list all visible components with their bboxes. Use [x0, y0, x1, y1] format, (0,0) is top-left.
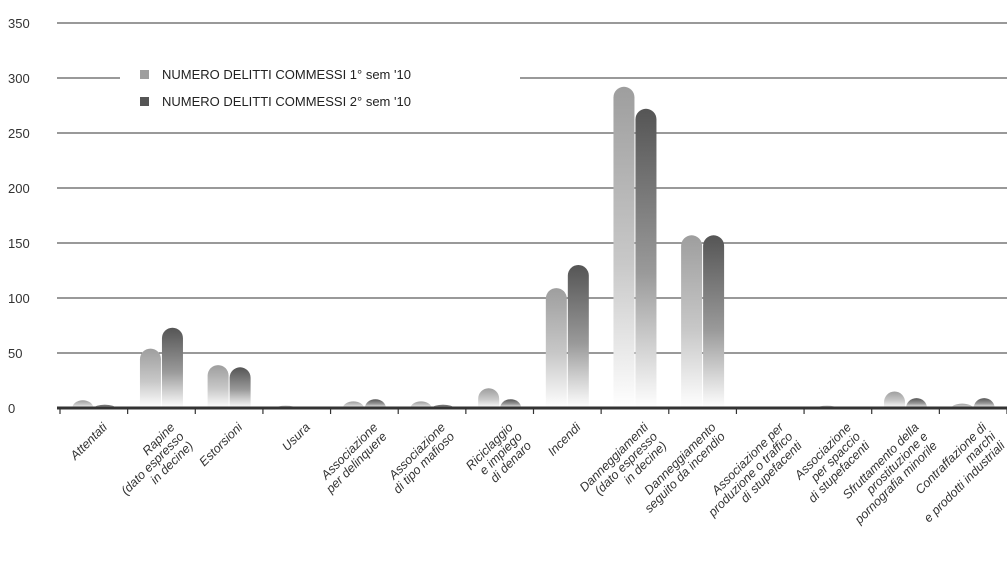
x-category-label: Attentati [67, 419, 111, 463]
x-axis-labels: Attentati Rapine(dato espressoin decine) E… [67, 419, 1007, 527]
x-category-label: Estorsioni [197, 419, 247, 469]
bar-series-1-12 [884, 391, 906, 408]
legend: NUMERO DELITTI COMMESSI 1° sem '10 NUMER… [120, 62, 520, 114]
x-axis [57, 406, 1007, 414]
bar-series-2-13 [973, 398, 995, 408]
y-tick-label: 150 [8, 236, 30, 251]
x-category-label: Incendi [545, 419, 584, 458]
x-category-label: Associazioneper spacciodi stupefacenti [787, 419, 873, 505]
legend-background [120, 62, 520, 114]
bar-series-2-12 [906, 398, 928, 408]
bar-series-2-7 [567, 265, 589, 408]
legend-swatch-series-1 [140, 70, 149, 79]
bar-series-2-4 [364, 399, 386, 408]
bar-series-1-5 [410, 401, 432, 408]
bar-series-1-2 [207, 365, 229, 408]
legend-swatch-series-2 [140, 97, 149, 106]
x-category-label-line: Estorsioni [197, 419, 247, 469]
bar-series-1-4 [342, 401, 364, 408]
y-axis-ticks: 0 50 100 150 200 250 300 350 [8, 16, 30, 416]
legend-label-series-2: NUMERO DELITTI COMMESSI 2° sem '10 [162, 94, 411, 109]
x-category-label: Associazionedi tipo mafioso [381, 420, 457, 496]
legend-label-series-1: NUMERO DELITTI COMMESSI 1° sem '10 [162, 67, 411, 82]
x-category-label: Riciclaggioe impiegodi denaro [463, 420, 534, 491]
x-category-label-line: Incendi [545, 419, 584, 458]
bar-series-1-1 [139, 348, 161, 408]
y-tick-label: 200 [8, 181, 30, 196]
bar-series-2-6 [500, 399, 522, 408]
bar-series-2-8 [635, 108, 657, 409]
bar-series-1-6 [478, 388, 500, 408]
x-category-label: Associazioneper delinquere [313, 420, 389, 496]
bar-series-1-7 [545, 288, 567, 408]
y-tick-label: 300 [8, 71, 30, 86]
bar-series-2-1 [161, 327, 183, 408]
y-tick-label: 50 [8, 346, 22, 361]
y-tick-label: 250 [8, 126, 30, 141]
bar-series-1-0 [72, 400, 94, 408]
x-category-label: Rapine(dato espressoin decine) [109, 420, 196, 507]
bar-series-1-8 [613, 86, 635, 408]
bar-series-2-2 [229, 367, 251, 408]
x-category-label: Usura [279, 420, 313, 454]
y-tick-label: 350 [8, 16, 30, 31]
bar-series-1-9 [681, 235, 703, 408]
y-tick-label: 100 [8, 291, 30, 306]
bars [72, 86, 995, 409]
y-tick-label: 0 [8, 401, 15, 416]
x-category-label-line: Attentati [67, 419, 111, 463]
x-category-label-line: Usura [279, 420, 313, 454]
bar-series-2-9 [703, 235, 725, 408]
